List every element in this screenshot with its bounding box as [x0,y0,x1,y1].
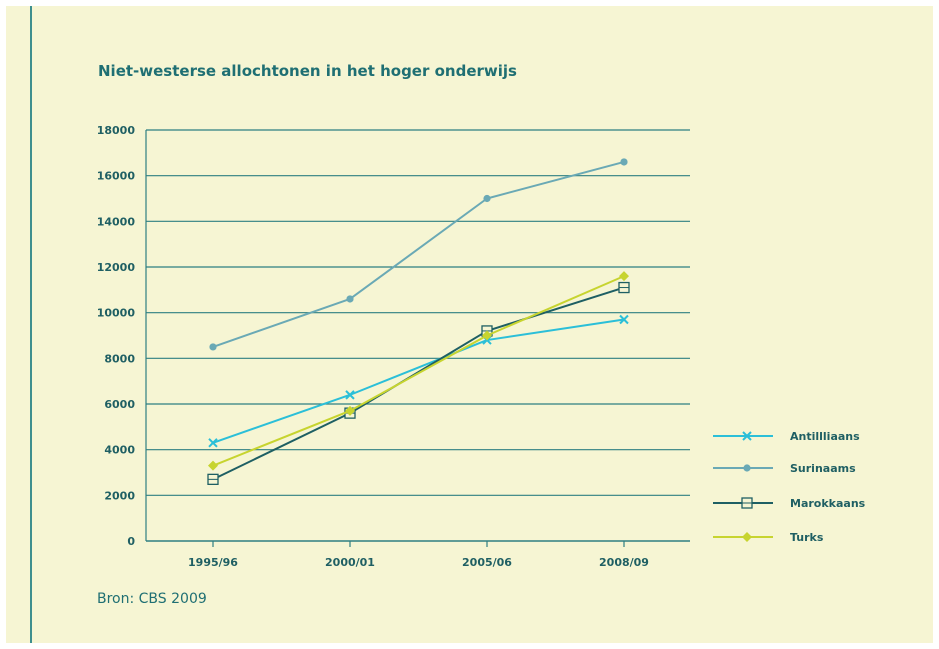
data-point-surinaams [483,194,491,203]
legend-item-surinaams: Surinaams [713,462,856,475]
legend-item-antillliaans: Antillliaans [713,430,860,443]
left-border-line [30,6,32,643]
legend-label: Marokkaans [790,497,866,510]
source-note: Bron: CBS 2009 [97,591,207,607]
data-point-surinaams [620,158,628,166]
y-tick-label: 2000 [104,489,135,502]
y-tick-label: 10000 [97,307,136,320]
x-axis-ticks: 1995/96 2000/01 2005/06 2008/09 [188,541,649,569]
x-tick-label: 2000/01 [325,556,375,569]
data-point-turks [619,271,629,282]
data-point-surinaams [209,343,217,351]
y-tick-label: 16000 [97,170,136,183]
y-tick-label: 14000 [97,215,136,228]
data-point-surinaams [346,295,354,303]
legend-item-turks: Turks [713,531,824,544]
data-point-marokkaans [618,281,630,294]
data-point-turks [345,405,355,416]
chart-panel [6,6,933,643]
y-axis-ticks: 0 2000 4000 6000 8000 10000 12000 14000 16000 180… [97,124,136,548]
x-tick-label: 1995/96 [188,556,238,569]
y-tick-label: 0 [127,535,135,548]
legend-marker [743,464,751,472]
legend-item-marokkaans: Marokkaans [713,497,866,510]
data-point-turks [208,460,218,471]
data-point-turks [482,330,492,341]
data-point-antillliaans [208,438,218,448]
series-line-marokkaans [212,286,625,481]
chart-title: Niet-westerse allochtonen in het hoger o… [98,62,517,80]
y-tick-label: 4000 [104,444,135,457]
legend-marker [742,532,752,542]
legend-label: Antillliaans [790,430,860,443]
series-line-surinaams [212,161,625,348]
legend-marker [741,497,753,509]
data-point-marokkaans [207,473,219,486]
series-lines [207,158,630,486]
legend: Antillliaans Surinaams Marokkaans Turks [713,430,866,544]
y-tick-label: 8000 [104,352,135,365]
legend-label: Turks [790,531,824,544]
y-tick-label: 12000 [97,261,136,274]
data-point-antillliaans [345,390,355,400]
y-tick-label: 6000 [104,398,135,411]
series-line-turks [212,275,625,467]
data-point-antillliaans [619,314,629,325]
y-tick-label: 18000 [97,124,136,137]
gridlines [145,129,690,542]
x-tick-label: 2008/09 [599,556,649,569]
legend-label: Surinaams [790,462,856,475]
x-tick-label: 2005/06 [462,556,512,569]
legend-marker [742,431,752,441]
series-line-antillliaans [212,318,625,444]
